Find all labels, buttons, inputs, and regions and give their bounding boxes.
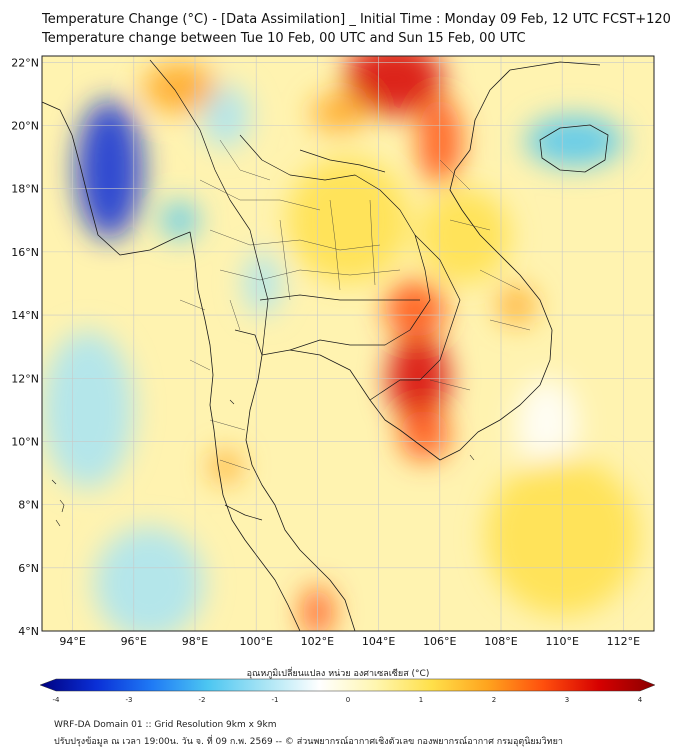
title-line-1: Temperature Change (°C) - [Data Assimila…: [42, 12, 671, 27]
lon-tick-label: 94°E: [59, 635, 85, 648]
field-region-10: [384, 280, 446, 338]
lat-tick-label: 12°N: [11, 372, 39, 385]
temperature-field: [42, 56, 654, 631]
lon-tick-label: 106°E: [423, 635, 456, 648]
field-region-13: [311, 93, 367, 132]
west-coastline: [42, 101, 301, 631]
field-region-16: [142, 62, 217, 113]
lat-tick-label: 14°N: [11, 309, 39, 322]
colorbar-title: อุณหภูมิเปลี่ยนแปลง หน่วย องศาเซลเซียส (…: [246, 669, 430, 679]
graticule: [42, 56, 654, 631]
title-line-2: Temperature change between Tue 10 Feb, 0…: [42, 31, 526, 46]
hainan-coastline: [539, 124, 609, 173]
field-region-5: [42, 330, 134, 489]
lon-tick-label: 112°E: [607, 635, 640, 648]
islands: [51, 399, 475, 527]
lon-tick-label: 96°E: [121, 635, 147, 648]
lat-tick-label: 20°N: [11, 120, 39, 133]
lon-tick-label: 98°E: [182, 635, 208, 648]
map-figure: 94°E 96°E 98°E 100°E 102°E 104°E 106°E 108°E 110…: [11, 55, 655, 648]
coastlines-and-borders: [42, 59, 609, 631]
lon-tick-label: 102°E: [301, 635, 334, 648]
province-lines: [179, 139, 531, 471]
lat-tick-label: 22°N: [11, 56, 39, 69]
field-region-1: [161, 201, 199, 240]
field-region-4: [243, 251, 281, 316]
gulf-coastline: [234, 329, 356, 631]
lon-tick-label: 110°E: [545, 635, 578, 648]
indochina-coastline: [261, 61, 601, 461]
lat-tick-label: 18°N: [11, 183, 39, 196]
longitude-labels: 94°E 96°E 98°E 100°E 102°E 104°E 106°E 108°E 110…: [59, 635, 640, 648]
field-region-17: [497, 286, 535, 325]
field-region-11: [344, 56, 443, 117]
lat-tick-label: 10°N: [11, 435, 39, 448]
lon-tick-label: 104°E: [362, 635, 395, 648]
field-region-3: [201, 84, 251, 148]
lat-tick-label: 8°N: [18, 499, 39, 512]
lat-tick-label: 16°N: [11, 246, 39, 259]
field-region-6: [94, 526, 205, 631]
field-region-19: [418, 188, 511, 284]
field-region-9: [400, 409, 449, 461]
lon-tick-label: 100°E: [239, 635, 272, 648]
field-region-15: [210, 450, 241, 483]
field-region-0: [75, 100, 143, 240]
map-frame: [41, 55, 655, 632]
field-region-2: [525, 116, 624, 167]
lon-tick-label: 108°E: [484, 635, 517, 648]
footer-model-info: WRF-DA Domain 01 :: Grid Resolution 9km …: [54, 720, 277, 730]
lat-tick-label: 4°N: [18, 625, 39, 638]
latitude-labels: 22°N 20°N 18°N 16°N 14°N 12°N 10°N 8°N 6°N 4°N: [11, 56, 39, 638]
country-borders: [149, 59, 461, 521]
lat-tick-label: 6°N: [18, 562, 39, 575]
footer-update-info: ปรับปรุงข้อมูล ณ เวลา 19:00น. วัน จ. ที่…: [54, 737, 563, 747]
